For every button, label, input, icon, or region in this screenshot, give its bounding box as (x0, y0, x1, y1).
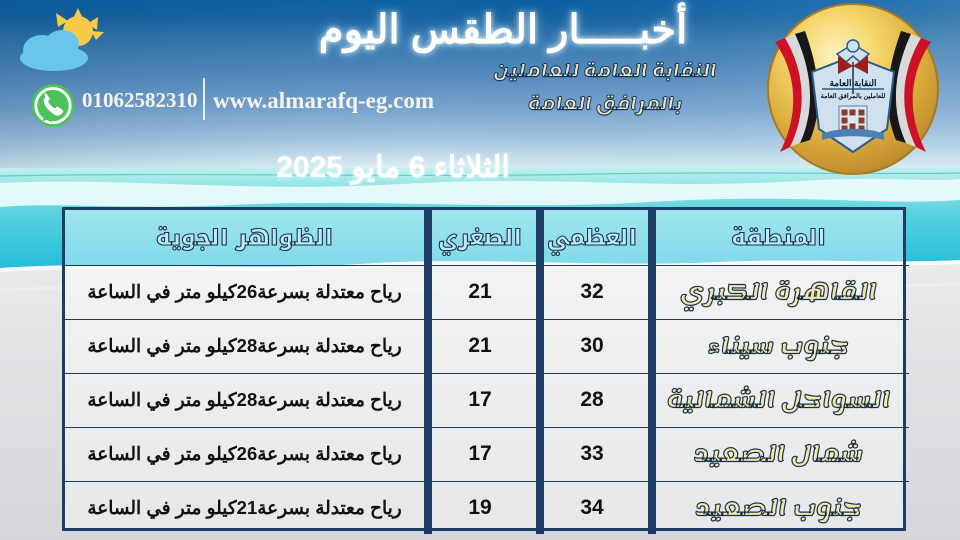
svg-text:للعاملين بالمرافق العامة: للعاملين بالمرافق العامة (821, 92, 886, 100)
svg-text:النقابة العامة: النقابة العامة (829, 78, 876, 88)
